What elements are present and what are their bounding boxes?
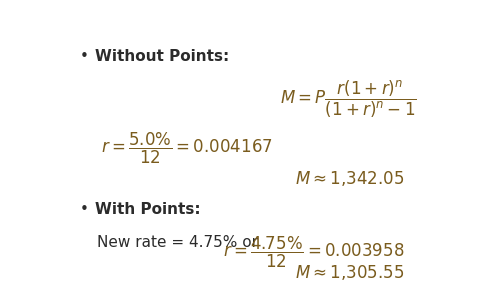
Text: New rate = 4.75% or: New rate = 4.75% or [98, 235, 263, 250]
Text: $r = \dfrac{5.0\%}{12} = 0.004167$: $r = \dfrac{5.0\%}{12} = 0.004167$ [101, 131, 273, 166]
Text: •: • [80, 48, 89, 64]
Text: $M \approx 1{,}342.05$: $M \approx 1{,}342.05$ [295, 169, 405, 188]
Text: $r = \dfrac{4.75\%}{12} = 0.003958$: $r = \dfrac{4.75\%}{12} = 0.003958$ [224, 235, 404, 270]
Text: $M = P\dfrac{r(1+r)^{n}}{(1+r)^{n}-1}$: $M = P\dfrac{r(1+r)^{n}}{(1+r)^{n}-1}$ [280, 79, 416, 120]
Text: With Points:: With Points: [96, 202, 201, 217]
Text: •: • [80, 202, 89, 217]
Text: Without Points:: Without Points: [96, 48, 230, 64]
Text: $M \approx 1{,}305.55$: $M \approx 1{,}305.55$ [295, 263, 405, 282]
